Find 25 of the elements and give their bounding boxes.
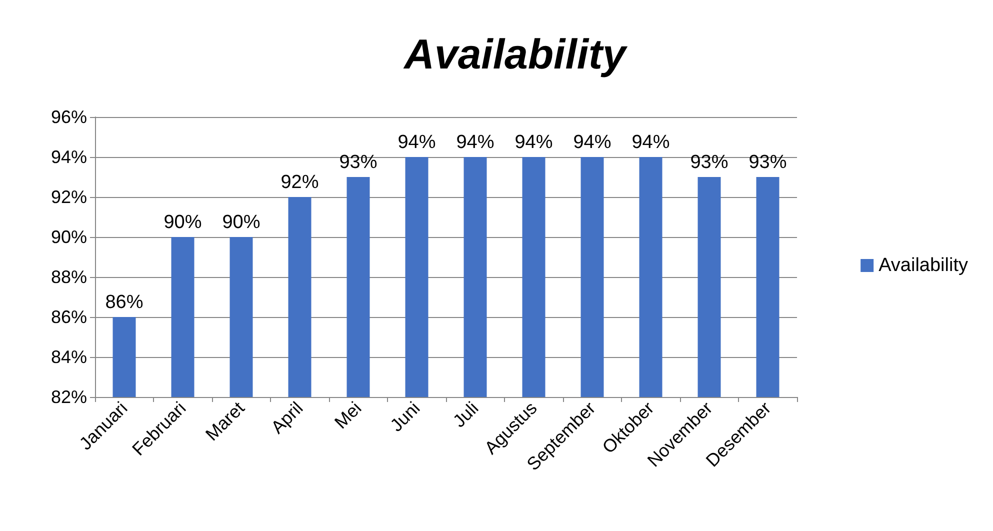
y-tick-label: 88% — [50, 267, 87, 287]
data-label: 86% — [105, 292, 144, 313]
data-label: 94% — [398, 132, 436, 153]
x-tick-label: Juli — [449, 398, 482, 432]
x-tick-label: Mei — [330, 398, 366, 433]
y-tick-label: 92% — [50, 187, 87, 207]
data-label: 92% — [280, 172, 319, 193]
chart-title: Availability — [403, 30, 629, 78]
data-label: 94% — [514, 132, 553, 153]
y-tick-label: 82% — [50, 387, 87, 407]
data-label: 90% — [164, 212, 202, 233]
data-label: 94% — [573, 132, 612, 153]
y-tick-label: 96% — [50, 107, 87, 127]
data-label: 93% — [748, 152, 787, 173]
y-tick-label: 84% — [50, 347, 87, 367]
y-tick-label: 86% — [50, 307, 87, 327]
data-label: 94% — [456, 132, 494, 153]
data-label: 90% — [222, 212, 260, 233]
data-label: 93% — [690, 152, 728, 173]
legend-label: Availability — [878, 255, 968, 276]
data-label: 93% — [339, 152, 378, 173]
data-label: 94% — [632, 132, 670, 153]
x-tick-label: Juni — [386, 398, 424, 436]
y-tick-label: 94% — [50, 147, 87, 167]
y-tick-label: 90% — [50, 227, 87, 247]
